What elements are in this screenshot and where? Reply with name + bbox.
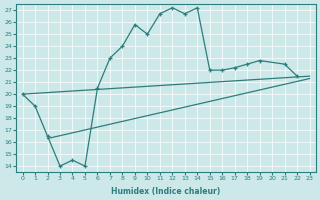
X-axis label: Humidex (Indice chaleur): Humidex (Indice chaleur) bbox=[111, 187, 221, 196]
